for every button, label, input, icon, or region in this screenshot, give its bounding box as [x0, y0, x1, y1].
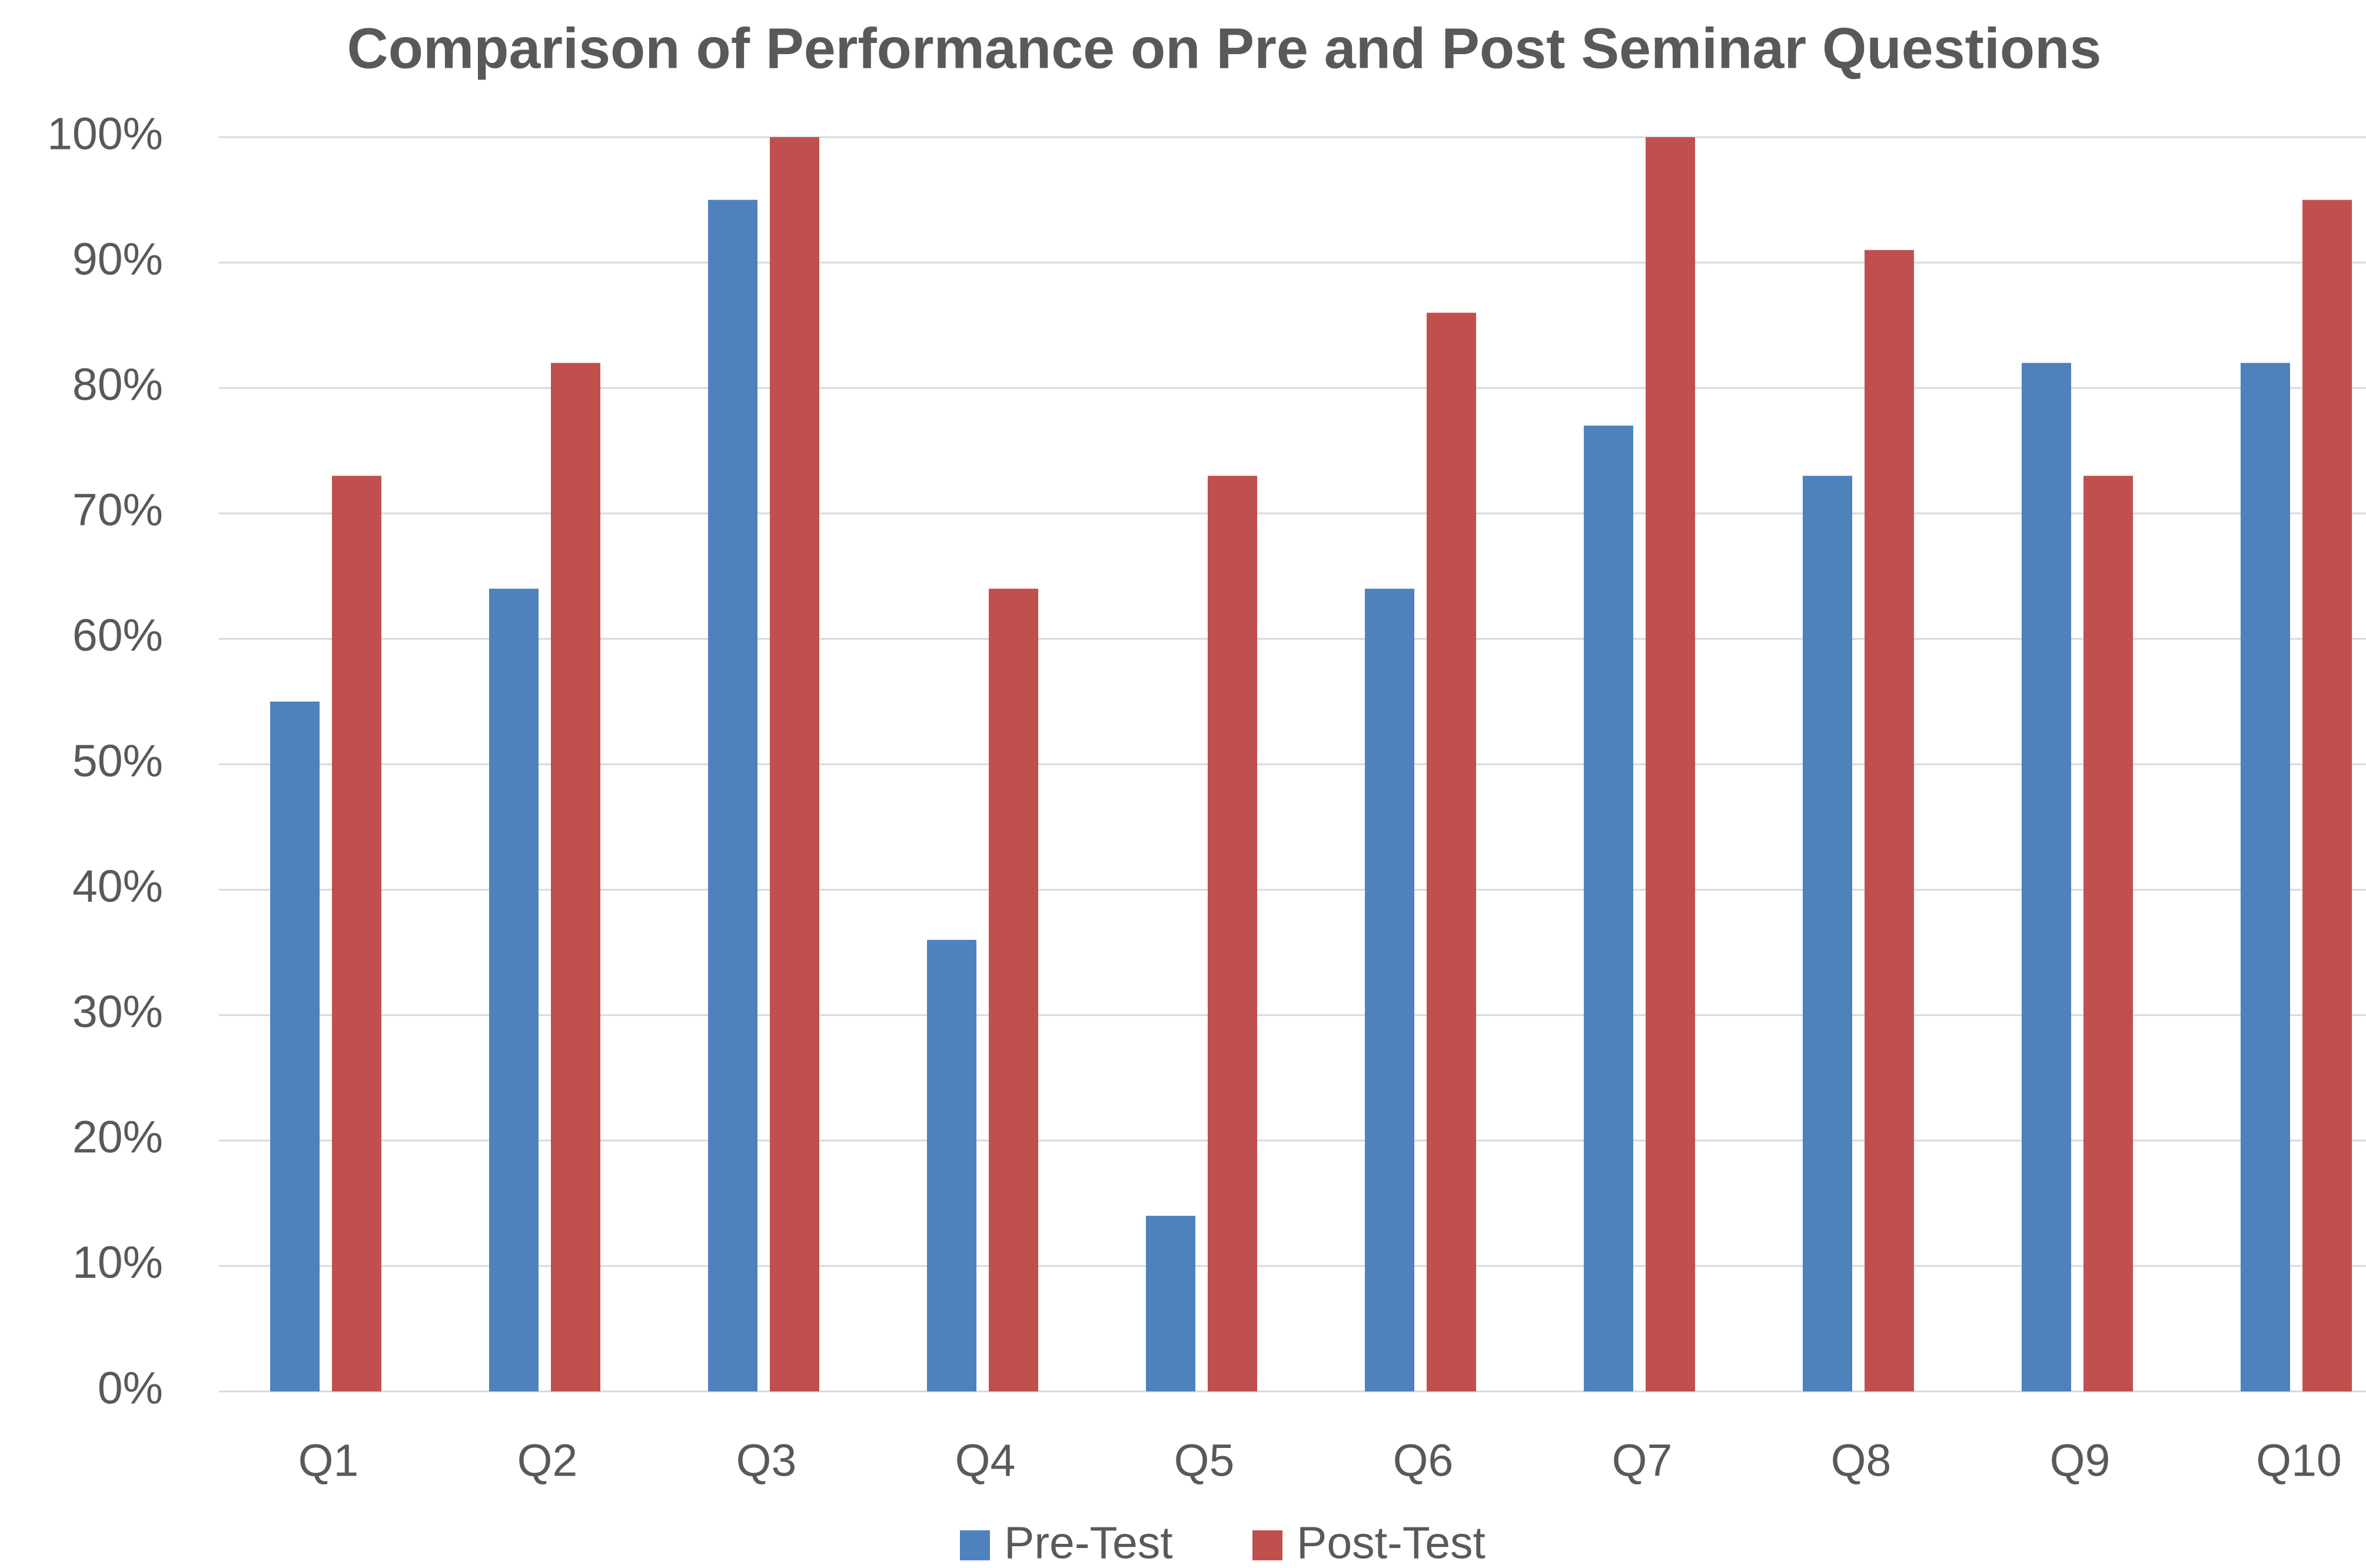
x-tick-label: Q2 [517, 1435, 578, 1486]
x-tick-label: Q10 [2256, 1435, 2342, 1486]
y-tick-label: 10% [72, 1237, 163, 1288]
legend-swatch [960, 1530, 990, 1560]
bar [708, 200, 757, 1391]
y-tick-label: 60% [72, 610, 163, 661]
bar [1803, 476, 1852, 1391]
bar [551, 363, 600, 1391]
y-tick-label: 100% [47, 108, 163, 159]
legend-swatch [1252, 1530, 1282, 1560]
bar [2022, 363, 2071, 1391]
legend-label: Post-Test [1297, 1517, 1486, 1568]
bar [2302, 200, 2352, 1391]
bar [1365, 589, 1414, 1392]
y-tick-label: 80% [72, 360, 163, 410]
bar [1646, 137, 1695, 1391]
chart-title: Comparison of Performance on Pre and Pos… [347, 16, 2102, 81]
x-tick-label: Q4 [955, 1435, 1016, 1486]
y-tick-label: 90% [72, 234, 163, 284]
bar [1865, 250, 1914, 1391]
x-tick-label: Q8 [1831, 1435, 1892, 1486]
x-tick-label: Q7 [1612, 1435, 1673, 1486]
bar [1427, 313, 1476, 1391]
y-tick-label: 70% [72, 485, 163, 536]
bar [989, 589, 1038, 1392]
x-tick-label: Q1 [298, 1435, 359, 1486]
x-tick-label: Q5 [1174, 1435, 1235, 1486]
x-tick-label: Q9 [2050, 1435, 2111, 1486]
bar [1584, 426, 1633, 1391]
y-tick-label: 20% [72, 1112, 163, 1162]
y-tick-label: 50% [72, 736, 163, 786]
legend-label: Pre-Test [1004, 1517, 1173, 1568]
bar [489, 589, 539, 1392]
bar [2083, 476, 2133, 1391]
bar [927, 939, 976, 1391]
x-tick-label: Q3 [736, 1435, 797, 1486]
bar [1208, 476, 1257, 1391]
bar [332, 476, 381, 1391]
y-tick-label: 0% [98, 1363, 163, 1413]
bar [770, 137, 819, 1391]
y-tick-label: 40% [72, 861, 163, 912]
bar [2241, 363, 2290, 1391]
bar [270, 701, 320, 1391]
bar [1146, 1215, 1195, 1391]
y-tick-label: 30% [72, 986, 163, 1037]
x-tick-label: Q6 [1393, 1435, 1454, 1486]
